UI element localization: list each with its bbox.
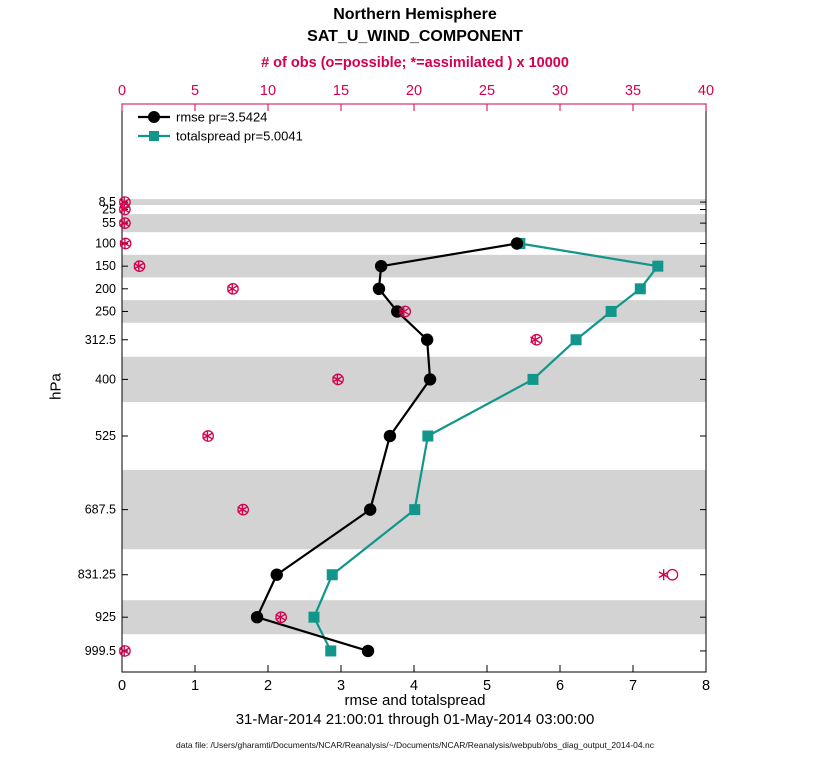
obs-assimilated-marker <box>119 219 130 227</box>
rmse-marker <box>510 237 524 250</box>
y-tick-label: 25 <box>102 203 116 217</box>
y-tick-label: 525 <box>95 429 116 443</box>
obs-tick-label: 20 <box>406 83 422 99</box>
obs-possible-marker <box>227 282 239 295</box>
obs-possible-marker <box>202 430 214 442</box>
rmse-marker <box>423 373 437 386</box>
y-tick-label: 687.5 <box>85 503 116 517</box>
legend-rmse-label: rmse pr=3.5424 <box>176 110 267 125</box>
x-tick-label: 4 <box>410 678 418 694</box>
obs-tick-label: 15 <box>333 83 349 99</box>
x-tick-label: 6 <box>556 678 564 694</box>
obs-assimilated-marker <box>530 336 541 344</box>
obs-assimilated-marker <box>658 571 669 579</box>
y-tick-label: 100 <box>95 237 116 251</box>
y-tick-label: 250 <box>95 304 116 318</box>
totalspread-marker <box>652 260 664 272</box>
shaded-band <box>122 356 706 403</box>
y-tick-label: 312.5 <box>85 333 116 347</box>
obs-possible-marker <box>119 217 131 229</box>
x-tick-label: 7 <box>629 678 637 694</box>
x-tick-label: 0 <box>118 678 126 694</box>
data-file-path: data file: /Users/gharamti/Documents/NCA… <box>176 740 654 750</box>
obs-tick-label: 25 <box>479 83 495 99</box>
totalspread-marker <box>409 504 421 516</box>
obs-tick-label: 0 <box>118 83 126 99</box>
obs-axis-title: # of obs (o=possible; *=assimilated ) x … <box>261 55 569 71</box>
shaded-band <box>122 254 706 278</box>
date-range-label: 31-Mar-2014 21:00:01 through 01-May-2014… <box>235 711 595 728</box>
y-tick-label: 925 <box>95 610 116 624</box>
rmse-marker <box>361 644 375 658</box>
shaded-band <box>122 199 706 206</box>
obs-possible-marker <box>530 333 543 346</box>
obs-possible-marker <box>119 203 131 216</box>
obs-tick-label: 30 <box>552 83 568 99</box>
obs-assimilated-marker <box>119 198 130 206</box>
obs-possible-marker <box>119 237 132 250</box>
rmse-marker <box>374 259 388 273</box>
y-tick-label: 8.5 <box>99 195 116 209</box>
totalspread-marker <box>308 611 320 623</box>
rmse-marker <box>250 610 264 624</box>
obs-possible-marker <box>133 260 146 273</box>
obs-possible-marker <box>275 611 287 624</box>
chart-title: Northern Hemisphere <box>333 6 497 23</box>
x-tick-label: 8 <box>702 678 710 694</box>
obs-assimilated-marker <box>398 308 409 315</box>
rmse-marker <box>383 429 397 443</box>
y-tick-label: 150 <box>95 259 116 273</box>
rmse-marker <box>364 503 377 516</box>
obs-assimilated-marker <box>119 240 131 247</box>
x-tick-label: 5 <box>483 678 491 694</box>
totalspread-marker <box>326 569 338 581</box>
legend-totalspread-label: totalspread pr=5.0041 <box>176 129 303 144</box>
rmse-marker <box>372 282 386 296</box>
totalspread-marker <box>605 305 617 317</box>
x-tick-label: 3 <box>337 678 345 694</box>
totalspread-marker <box>527 373 539 385</box>
obs-tick-label: 40 <box>698 83 714 99</box>
shaded-band <box>122 600 706 635</box>
obs-possible-marker <box>119 645 131 657</box>
obs-possible-marker <box>119 196 131 208</box>
y-tick-label: 55 <box>102 216 116 230</box>
totalspread-marker <box>422 430 434 442</box>
obs-assimilated-marker <box>227 285 238 293</box>
obs-tick-label: 5 <box>191 83 199 99</box>
y-tick-label: 831.25 <box>78 568 116 582</box>
chart-subtitle: SAT_U_WIND_COMPONENT <box>307 28 523 45</box>
x-axis-label: rmse and totalspread <box>344 692 486 709</box>
obs-assimilated-marker <box>202 432 213 440</box>
obs-possible-marker <box>666 568 679 581</box>
obs-tick-label: 35 <box>625 83 641 99</box>
totalspread-marker <box>634 283 646 295</box>
y-tick-label: 200 <box>95 282 116 296</box>
obs-possible-marker <box>332 373 344 386</box>
x-tick-label: 2 <box>264 678 272 694</box>
obs-assimilated-marker <box>133 262 144 270</box>
obs-possible-marker <box>237 503 250 516</box>
shaded-band <box>122 300 706 323</box>
shaded-band <box>122 214 706 233</box>
rmse-marker <box>270 568 283 581</box>
obs-assimilated-marker <box>275 613 286 621</box>
legend-rmse-marker <box>148 111 160 123</box>
totalspread-marker <box>325 645 337 657</box>
obs-assimilated-marker <box>237 506 248 513</box>
x-tick-label: 1 <box>191 678 199 694</box>
y-axis-label: hPa <box>47 373 65 400</box>
totalspread-marker <box>570 334 582 346</box>
obs-assimilated-marker <box>119 206 130 213</box>
obs-assimilated-marker <box>332 376 343 383</box>
y-tick-label: 999.5 <box>85 644 116 658</box>
obs-assimilated-marker <box>119 647 130 655</box>
legend-totalspread-marker <box>149 131 159 141</box>
obs-tick-label: 10 <box>260 83 276 99</box>
obs-possible-marker <box>399 305 412 318</box>
y-tick-label: 400 <box>95 372 116 386</box>
rmse-marker <box>420 333 434 346</box>
